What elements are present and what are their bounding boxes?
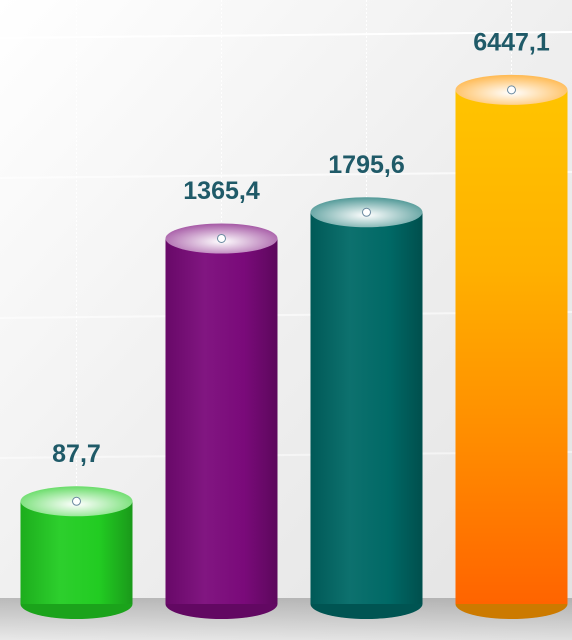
bar-dot: [507, 85, 516, 95]
bar: [455, 74, 568, 619]
bar-dot: [217, 233, 226, 243]
bar: [165, 223, 278, 619]
bar-body: [310, 212, 423, 605]
bar-dot: [362, 207, 371, 217]
bar-dot: [72, 496, 81, 506]
bar: [310, 197, 423, 619]
decor-line: [0, 31, 572, 39]
bar-body: [20, 501, 133, 604]
value-label: 1365,4: [183, 177, 260, 205]
value-label: 6447,1: [473, 28, 550, 56]
value-label: 1795,6: [328, 151, 404, 179]
bar-body: [455, 89, 568, 604]
value-label: 87,7: [52, 440, 101, 468]
bar-body: [165, 238, 278, 605]
bar: [20, 486, 133, 619]
